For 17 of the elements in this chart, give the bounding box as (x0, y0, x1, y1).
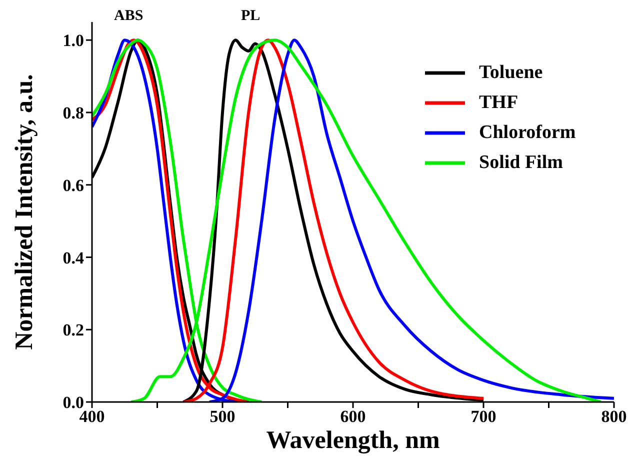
y-tick-label: 0.4 (62, 248, 84, 268)
y-tick-label: 1.0 (62, 31, 84, 50)
legend-label: THF (479, 92, 518, 114)
y-tick-label: 0.8 (62, 104, 84, 123)
y-tick-label: 0.6 (62, 176, 84, 195)
x-tick-label: 700 (470, 407, 496, 426)
x-tick-label: 600 (340, 407, 366, 426)
x-axis-title: Wavelength, nm (265, 426, 441, 456)
y-axis-title: Normalized Intensity, a.u. (10, 74, 39, 350)
x-tick-label: 800 (601, 407, 627, 426)
legend-label: Toluene (479, 62, 543, 84)
annotation: PL (241, 8, 260, 25)
x-tick-label: 500 (210, 407, 236, 426)
annotation: ABS (114, 8, 144, 25)
legend-label: Chloroform (479, 122, 576, 144)
legend-label: Solid Film (479, 152, 563, 174)
y-tick-label: 0.2 (62, 320, 84, 340)
